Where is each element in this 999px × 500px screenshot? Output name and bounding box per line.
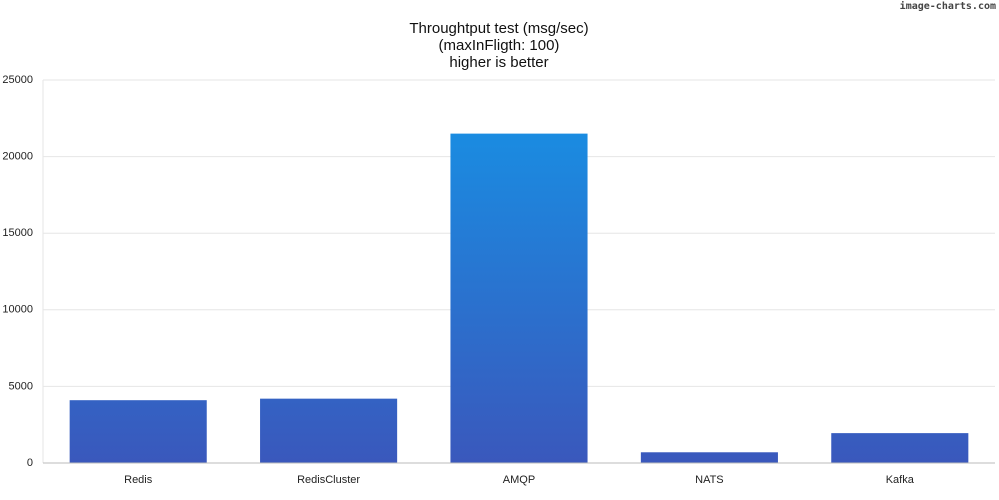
x-tick-label: AMQP <box>503 474 535 486</box>
bar <box>831 433 969 463</box>
y-tick-label: 10000 <box>2 304 33 316</box>
watermark: image-charts.com <box>900 0 996 12</box>
chart-title: (maxInFligth: 100) <box>439 37 560 54</box>
chart-title: higher is better <box>449 54 548 71</box>
bar <box>450 133 588 463</box>
y-tick-label: 25000 <box>2 74 33 86</box>
y-tick-label: 5000 <box>9 380 33 392</box>
y-tick-label: 0 <box>27 457 33 469</box>
y-tick-label: 15000 <box>2 227 33 239</box>
bar <box>260 398 398 463</box>
x-tick-label: Redis <box>124 474 153 486</box>
chart-title: Throughtput test (msg/sec) <box>409 20 588 37</box>
x-tick-label: RedisCluster <box>297 474 360 486</box>
x-tick-label: Kafka <box>886 474 915 486</box>
y-tick-label: 20000 <box>2 151 33 163</box>
bar <box>69 400 207 463</box>
x-tick-label: NATS <box>695 474 724 486</box>
bar <box>640 452 778 463</box>
